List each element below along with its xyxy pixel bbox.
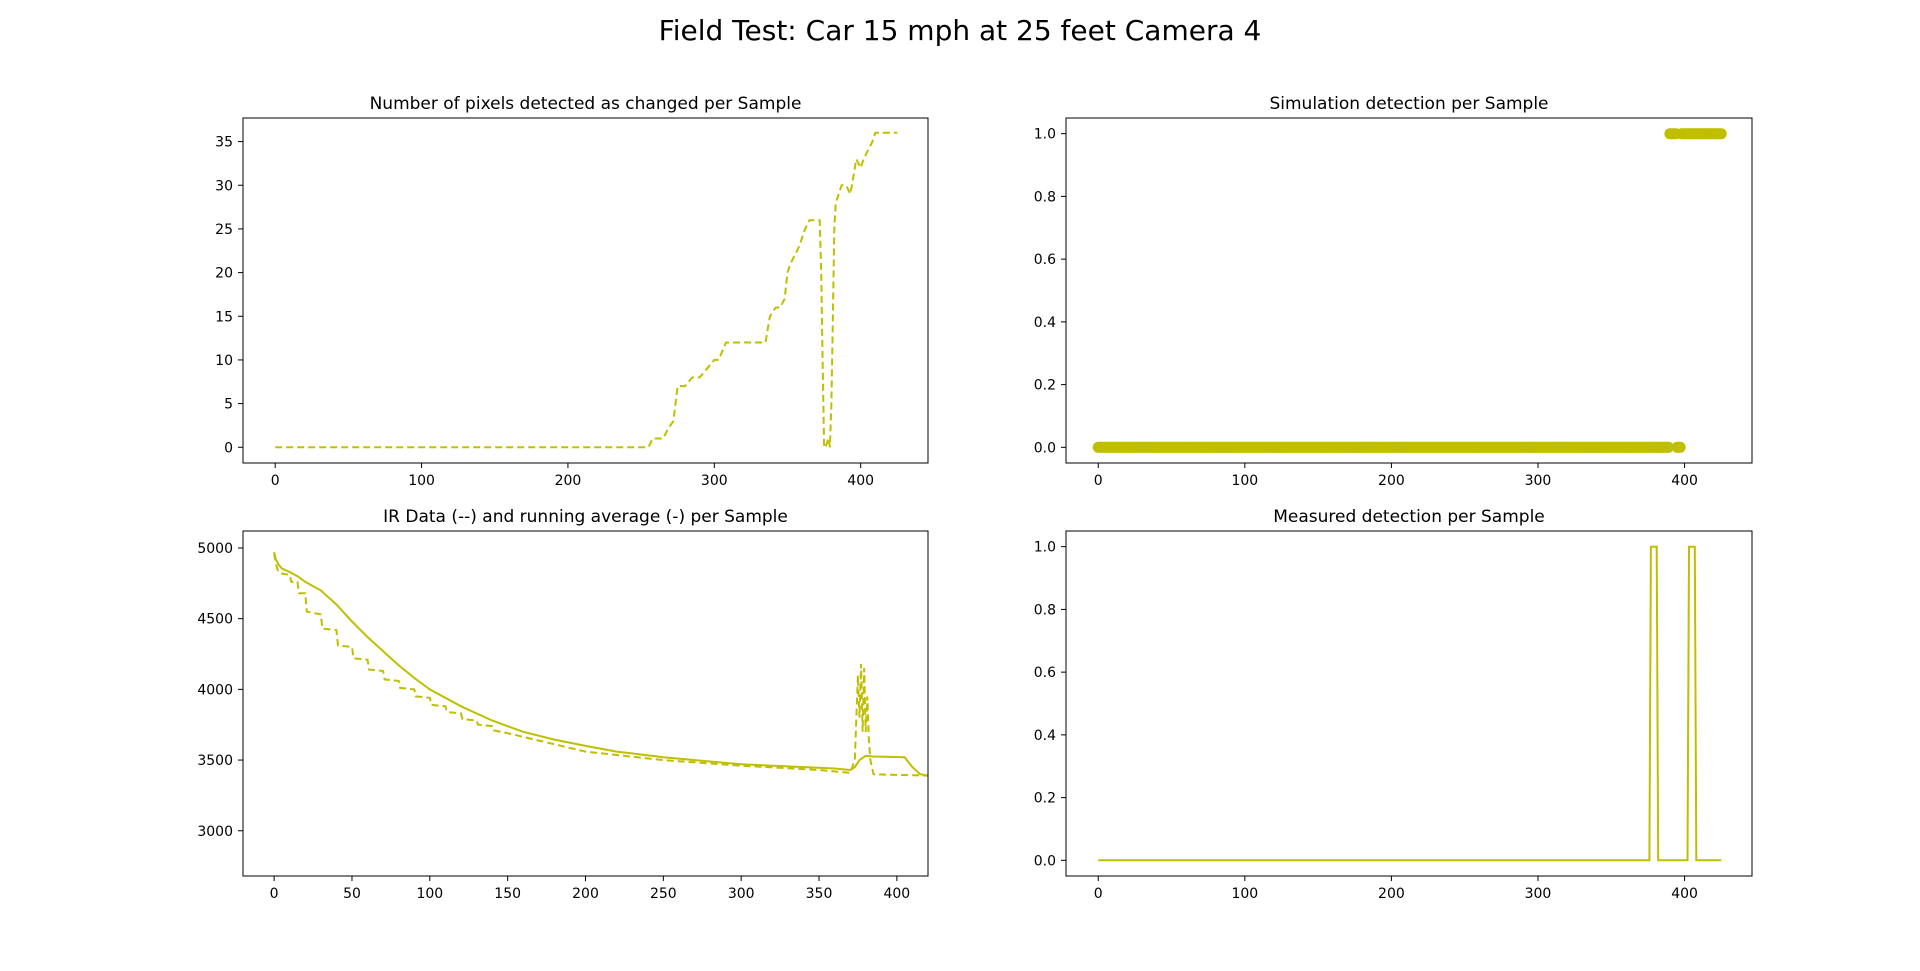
chart-title: Simulation detection per Sample	[1269, 94, 1548, 114]
y-tick-label: 1.0	[1034, 127, 1056, 143]
y-tick-label: 4500	[197, 612, 233, 628]
y-tick-label: 0.2	[1034, 378, 1056, 394]
y-tick-label: 15	[215, 309, 233, 325]
y-tick-label: 4000	[197, 682, 233, 698]
y-tick-label: 0.6	[1034, 665, 1056, 681]
chart-title: Number of pixels detected as changed per…	[370, 94, 802, 114]
y-tick-label: 5000	[197, 541, 233, 557]
x-tick-label: 0	[270, 886, 279, 902]
figure-title: Field Test: Car 15 mph at 25 feet Camera…	[658, 14, 1262, 47]
x-tick-label: 100	[416, 886, 443, 902]
y-tick-label: 0.6	[1034, 252, 1056, 268]
x-tick-label: 50	[343, 886, 361, 902]
y-tick-label: 1.0	[1034, 540, 1056, 556]
x-tick-label: 0	[1094, 473, 1103, 489]
chart-title: Measured detection per Sample	[1273, 507, 1545, 527]
x-tick-label: 200	[572, 886, 599, 902]
y-tick-label: 35	[215, 135, 233, 151]
x-tick-label: 400	[883, 886, 910, 902]
scatter-point	[1715, 128, 1727, 140]
plot-frame	[1065, 530, 1753, 877]
x-tick-label: 400	[1671, 886, 1698, 902]
x-tick-label: 0	[271, 473, 280, 489]
chart-ir: IR Data (--) and running average (-) per…	[197, 507, 929, 902]
y-tick-label: 25	[215, 222, 233, 238]
x-tick-label: 150	[494, 886, 521, 902]
chart-pixels: Number of pixels detected as changed per…	[215, 94, 929, 489]
scatter-point	[1662, 441, 1674, 453]
x-tick-label: 350	[806, 886, 833, 902]
plot-frame	[1065, 117, 1753, 464]
y-tick-label: 0.0	[1034, 440, 1056, 456]
x-tick-label: 200	[1378, 473, 1405, 489]
y-tick-label: 5	[224, 397, 233, 413]
y-tick-label: 3500	[197, 753, 233, 769]
chart-measured: Measured detection per Sample 0 100 200 300 4…	[1034, 507, 1753, 902]
x-tick-label: 100	[408, 473, 435, 489]
y-tick-label: 0.2	[1034, 791, 1056, 807]
plot-frame	[242, 530, 929, 877]
x-tick-label: 0	[1094, 886, 1103, 902]
chart-title: IR Data (--) and running average (-) per…	[383, 507, 788, 527]
x-tick-label: 100	[1231, 886, 1258, 902]
y-tick-label: 0.8	[1034, 189, 1056, 205]
y-tick-label: 0.4	[1034, 728, 1056, 744]
x-tick-label: 300	[1525, 473, 1552, 489]
y-tick-label: 30	[215, 178, 233, 194]
x-tick-label: 300	[1525, 886, 1552, 902]
x-tick-label: 100	[1231, 473, 1258, 489]
series-line-dashed	[273, 553, 928, 777]
y-tick-label: 10	[215, 353, 233, 369]
series-line-dashed	[275, 131, 898, 449]
y-tick-label: 20	[215, 266, 233, 282]
x-tick-label: 200	[1378, 886, 1405, 902]
x-tick-label: 300	[728, 886, 755, 902]
scatter-point	[1674, 441, 1686, 453]
y-tick-label: 0	[224, 440, 233, 456]
x-tick-label: 250	[650, 886, 677, 902]
series-line-solid	[273, 551, 928, 777]
x-tick-label: 400	[1671, 473, 1698, 489]
chart-simulation: Simulation detection per Sample 0 100 200 30…	[1034, 94, 1753, 489]
y-tick-label: 0.4	[1034, 315, 1056, 331]
y-tick-label: 3000	[197, 824, 233, 840]
plot-frame	[242, 117, 929, 464]
series-line-solid	[1098, 545, 1722, 862]
y-tick-label: 0.8	[1034, 602, 1056, 618]
y-tick-label: 0.0	[1034, 853, 1056, 869]
x-tick-label: 400	[847, 473, 874, 489]
x-tick-label: 200	[555, 473, 582, 489]
x-tick-label: 300	[701, 473, 728, 489]
